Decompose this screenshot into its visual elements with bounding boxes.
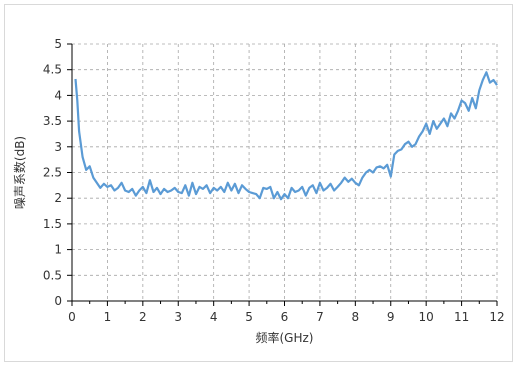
y-tick-label: 3 bbox=[54, 140, 62, 154]
y-tick-label: 0.5 bbox=[43, 268, 62, 282]
y-tick-label: 2.5 bbox=[43, 166, 62, 180]
chart-frame bbox=[4, 4, 513, 362]
y-tick-label: 4 bbox=[54, 88, 62, 102]
x-tick-label: 12 bbox=[489, 310, 504, 324]
y-tick-label: 3.5 bbox=[43, 114, 62, 128]
x-tick-label: 10 bbox=[419, 310, 434, 324]
x-tick-label: 6 bbox=[281, 310, 289, 324]
x-tick-label: 7 bbox=[316, 310, 324, 324]
x-tick-label: 4 bbox=[210, 310, 218, 324]
y-axis-title: 噪声系数(dB) bbox=[12, 136, 27, 209]
x-tick-label: 11 bbox=[454, 310, 469, 324]
x-tick-label: 9 bbox=[387, 310, 395, 324]
x-tick-label: 1 bbox=[104, 310, 112, 324]
y-tick-label: 4.5 bbox=[43, 63, 62, 77]
x-axis-title: 频率(GHz) bbox=[256, 330, 314, 345]
x-tick-label: 2 bbox=[139, 310, 147, 324]
series-line bbox=[74, 71, 498, 201]
y-tick-label: 2 bbox=[54, 191, 62, 205]
x-tick-label: 5 bbox=[245, 310, 253, 324]
x-tick-label: 3 bbox=[174, 310, 182, 324]
y-tick-label: 5 bbox=[54, 37, 62, 51]
y-tick-label: 1.5 bbox=[43, 217, 62, 231]
x-tick-label: 8 bbox=[352, 310, 360, 324]
x-tick-label: 0 bbox=[68, 310, 76, 324]
y-tick-label: 0 bbox=[54, 294, 62, 308]
y-tick-label: 1 bbox=[54, 243, 62, 257]
